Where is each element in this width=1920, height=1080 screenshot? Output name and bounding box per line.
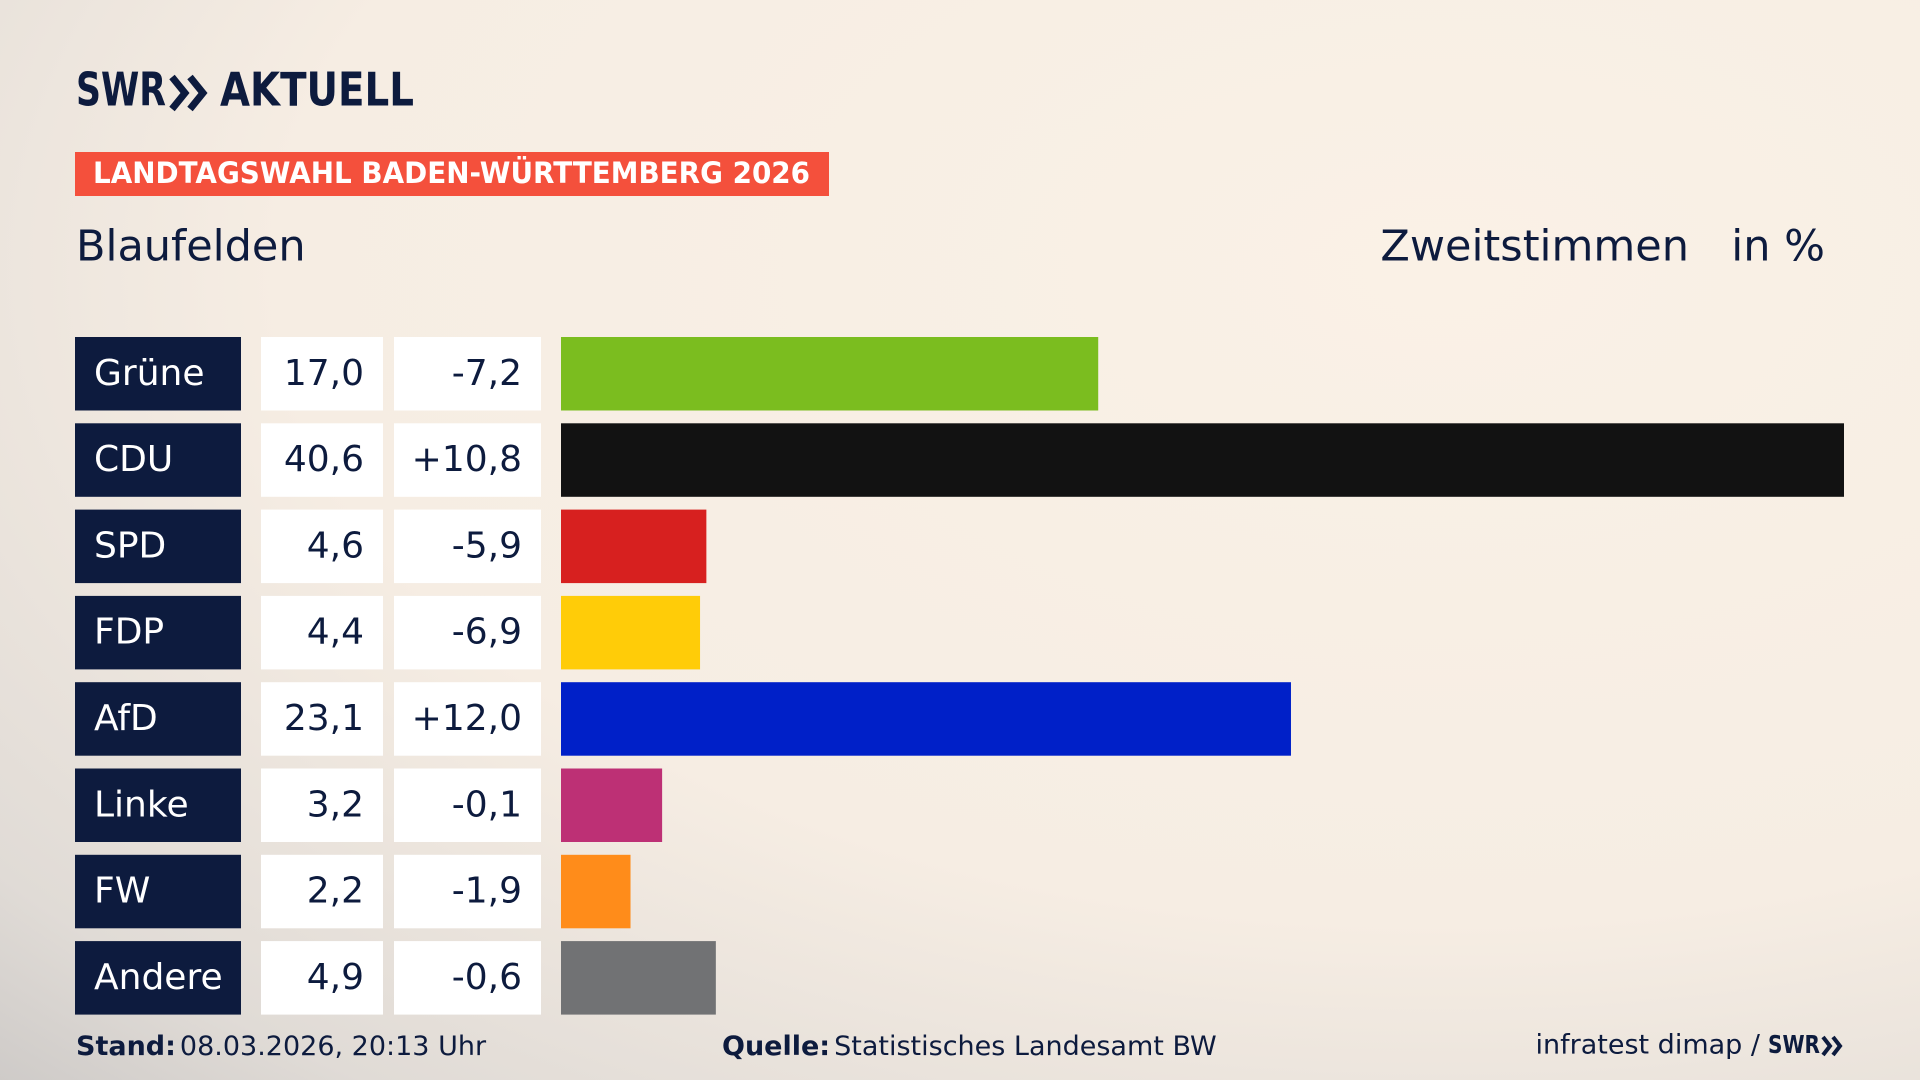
change-label: -0,6: [452, 957, 522, 998]
change-cell: [394, 337, 541, 411]
stand-value: 08.03.2026, 20:13 Uhr: [180, 1031, 487, 1062]
change-label: +10,8: [412, 439, 522, 480]
value-label: 2,2: [307, 871, 364, 912]
party-cell: [75, 509, 241, 584]
stand-label: Stand:: [76, 1031, 176, 1062]
change-label: -1,9: [452, 871, 522, 912]
change-cell: [394, 423, 541, 497]
party-label: CDU: [94, 439, 173, 480]
bar: [561, 682, 1291, 756]
change-cell: [394, 509, 541, 584]
value-label: 4,9: [307, 957, 364, 998]
party-cell: [75, 595, 241, 670]
value-cell: [261, 768, 383, 842]
chart-subtitle: Zweitstimmen: [1380, 222, 1689, 272]
change-label: -0,1: [452, 784, 522, 825]
change-label: -7,2: [452, 353, 522, 394]
change-cell: [394, 682, 541, 756]
source-value: Statistisches Landesamt BW: [834, 1031, 1217, 1062]
bar: [561, 941, 716, 1015]
credit-brand: SWR: [1768, 1030, 1820, 1059]
credit-chevrons: [1821, 1035, 1843, 1057]
value-cell: [261, 595, 383, 670]
footer-stand: Stand: 08.03.2026, 20:13 Uhr: [76, 1031, 487, 1062]
banner: [75, 152, 829, 196]
logo-brand: SWR: [76, 63, 166, 117]
change-cell: [394, 595, 541, 670]
change-cell: [394, 854, 541, 929]
change-label: +12,0: [412, 698, 522, 739]
party-cell: [75, 337, 241, 411]
value-label: 23,1: [284, 698, 364, 739]
bar: [561, 595, 701, 670]
value-label: 4,4: [307, 612, 364, 653]
bar: [561, 854, 631, 929]
value-label: 3,2: [307, 784, 364, 825]
unit-label: in %: [1731, 222, 1825, 272]
party-cell: [75, 682, 241, 756]
banner-text: LANDTAGSWAHL BADEN-WÜRTTEMBERG 2026: [93, 156, 810, 190]
value-cell: [261, 941, 383, 1015]
chart-title: Blaufelden: [76, 222, 306, 272]
value-cell: [261, 337, 383, 411]
value-label: 17,0: [284, 353, 364, 394]
party-label: Linke: [94, 784, 189, 825]
party-label: FDP: [94, 612, 164, 653]
party-cell: [75, 854, 241, 929]
party-cell: [75, 423, 241, 497]
value-cell: [261, 509, 383, 584]
source-label: Quelle:: [722, 1031, 830, 1062]
change-label: -5,9: [452, 525, 522, 566]
value-label: 4,6: [307, 525, 364, 566]
party-cell: [75, 941, 241, 1015]
party-label: Andere: [94, 957, 223, 998]
party-label: FW: [94, 871, 150, 912]
value-cell: [261, 682, 383, 756]
bar: [561, 337, 1099, 411]
change-cell: [394, 941, 541, 1015]
value-label: 40,6: [284, 439, 364, 480]
bar: [561, 509, 707, 584]
value-cell: [261, 423, 383, 497]
credit: infratest dimap /: [1535, 1030, 1760, 1061]
bar: [561, 768, 663, 842]
change-cell: [394, 768, 541, 842]
bar: [561, 423, 1844, 497]
change-label: -6,9: [452, 612, 522, 653]
party-label: AfD: [94, 698, 158, 739]
value-cell: [261, 854, 383, 929]
logo-section: AKTUELL: [220, 63, 414, 117]
party-cell: [75, 768, 241, 842]
logo-chevrons: [169, 74, 208, 112]
party-label: SPD: [94, 525, 166, 566]
footer-source: Quelle: Statistisches Landesamt BW: [722, 1031, 1217, 1062]
party-label: Grüne: [94, 353, 204, 394]
